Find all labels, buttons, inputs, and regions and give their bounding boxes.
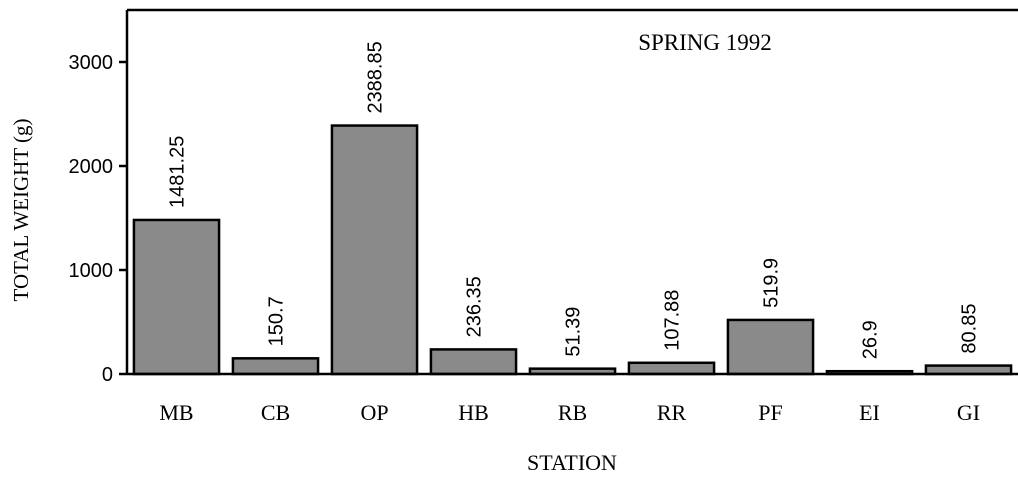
x-tick-label: RR [657, 400, 687, 425]
bar [429, 348, 518, 376]
bar [231, 357, 320, 376]
bar [627, 361, 716, 376]
x-tick-label: GI [957, 400, 980, 425]
x-tick-label: HB [458, 400, 489, 425]
y-tick-label: 2000 [69, 156, 114, 178]
value-label: 51.39 [563, 307, 585, 357]
x-tick-label: PF [758, 400, 782, 425]
y-tick-label: 1000 [69, 260, 114, 282]
bar [924, 364, 1013, 376]
value-label: 519.9 [761, 258, 783, 308]
x-tick-label: MB [159, 400, 193, 425]
bar [132, 218, 221, 376]
value-label: 80.85 [959, 304, 981, 354]
x-tick-label: OP [360, 400, 388, 425]
value-label: 1481.25 [167, 136, 189, 208]
bar [726, 318, 815, 376]
y-tick-label: 3000 [69, 52, 114, 74]
x-tick-label: EI [859, 400, 880, 425]
x-axis-label: STATION [527, 450, 617, 475]
value-label: 150.7 [266, 296, 288, 346]
y-tick-label: 0 [102, 364, 113, 386]
value-label: 2388.85 [365, 41, 387, 113]
annotation: SPRING 1992 [638, 30, 772, 55]
value-label: 107.88 [662, 290, 684, 351]
x-tick-label: RB [558, 400, 587, 425]
value-label: 236.35 [464, 276, 486, 337]
bar [330, 124, 419, 376]
y-axis-label: TOTAL WEIGHT (g) [9, 118, 33, 301]
value-label: 26.9 [860, 320, 882, 359]
x-tick-label: CB [261, 400, 290, 425]
